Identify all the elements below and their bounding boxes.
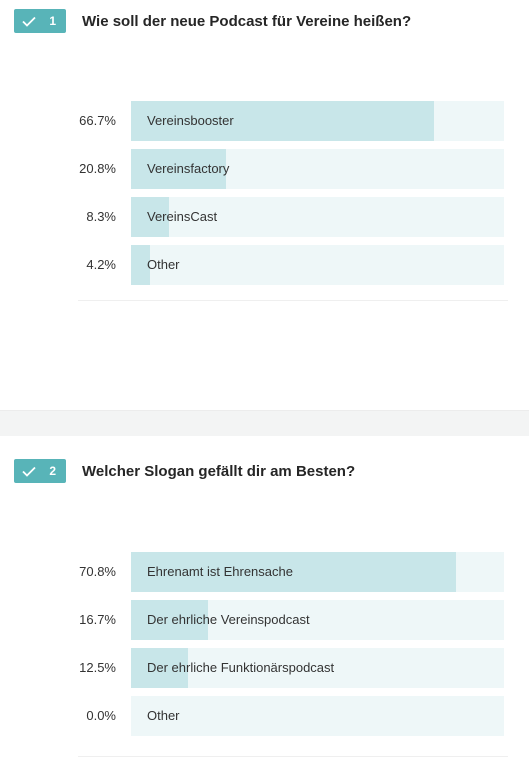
answer-bar: Other (131, 245, 504, 285)
answer-bar-fill (131, 149, 227, 189)
question-title: Welcher Slogan gefällt dir am Besten? (82, 462, 356, 480)
answer-bar-fill (131, 600, 208, 640)
answer-bar-fill (131, 245, 151, 285)
check-icon (22, 16, 36, 27)
answer-option: 4.2% Other (0, 245, 529, 285)
answer-percent: 0.0% (86, 708, 116, 723)
answer-label: Der ehrliche Vereinspodcast (147, 612, 310, 627)
question-number-badge: 2 (14, 459, 66, 483)
answer-option: 66.7% Vereinsbooster (0, 101, 529, 141)
question-number: 1 (49, 14, 56, 28)
answer-option: 12.5% Der ehrliche Funktionärspodcast (0, 648, 529, 688)
answer-option: 20.8% Vereinsfactory (0, 149, 529, 189)
section-separator (0, 410, 529, 436)
answer-bar: Other (131, 696, 504, 736)
answer-percent: 20.8% (79, 161, 116, 176)
answer-option: 0.0% Other (0, 696, 529, 736)
answer-options: 66.7% Vereinsbooster 20.8% Vereinsfactor… (0, 101, 529, 293)
question-number: 2 (49, 464, 56, 478)
answer-option: 16.7% Der ehrliche Vereinspodcast (0, 600, 529, 640)
answer-percent: 8.3% (86, 209, 116, 224)
answer-label: Der ehrliche Funktionärspodcast (147, 660, 335, 675)
answer-percent: 12.5% (79, 660, 116, 675)
answer-option: 70.8% Ehrenamt ist Ehrensache (0, 552, 529, 592)
answer-label: Vereinsbooster (147, 113, 234, 128)
answer-bar-fill (131, 101, 435, 141)
answer-option: 8.3% VereinsCast (0, 197, 529, 237)
answer-percent: 66.7% (79, 113, 116, 128)
answer-label: Vereinsfactory (147, 161, 230, 176)
question-card-1: 1 Wie soll der neue Podcast für Vereine … (0, 9, 529, 301)
question-card-2: 2 Welcher Slogan gefällt dir am Besten? … (0, 436, 529, 758)
answer-bar: Vereinsfactory (131, 149, 504, 189)
answer-label: Other (147, 257, 180, 272)
answer-percent: 16.7% (79, 612, 116, 627)
answer-label: Ehrenamt ist Ehrensache (147, 564, 293, 579)
answer-label: VereinsCast (147, 209, 218, 224)
check-icon (22, 466, 36, 477)
question-header: 1 Wie soll der neue Podcast für Vereine … (14, 9, 411, 33)
answer-percent: 4.2% (86, 257, 116, 272)
answer-percent: 70.8% (79, 564, 116, 579)
divider (78, 756, 508, 757)
answer-label: Other (147, 708, 180, 723)
answer-bar: Vereinsbooster (131, 101, 504, 141)
question-number-badge: 1 (14, 9, 66, 33)
answer-bar: Der ehrliche Funktionärspodcast (131, 648, 504, 688)
question-header: 2 Welcher Slogan gefällt dir am Besten? (14, 459, 355, 483)
divider (78, 300, 508, 301)
question-title: Wie soll der neue Podcast für Vereine he… (82, 12, 412, 30)
answer-bar-fill (131, 552, 456, 592)
answer-bar: Der ehrliche Vereinspodcast (131, 600, 504, 640)
answer-bar: VereinsCast (131, 197, 504, 237)
answer-bar-fill (131, 648, 189, 688)
answer-options: 70.8% Ehrenamt ist Ehrensache 16.7% Der … (0, 552, 529, 744)
answer-bar: Ehrenamt ist Ehrensache (131, 552, 504, 592)
answer-bar-fill (131, 197, 170, 237)
